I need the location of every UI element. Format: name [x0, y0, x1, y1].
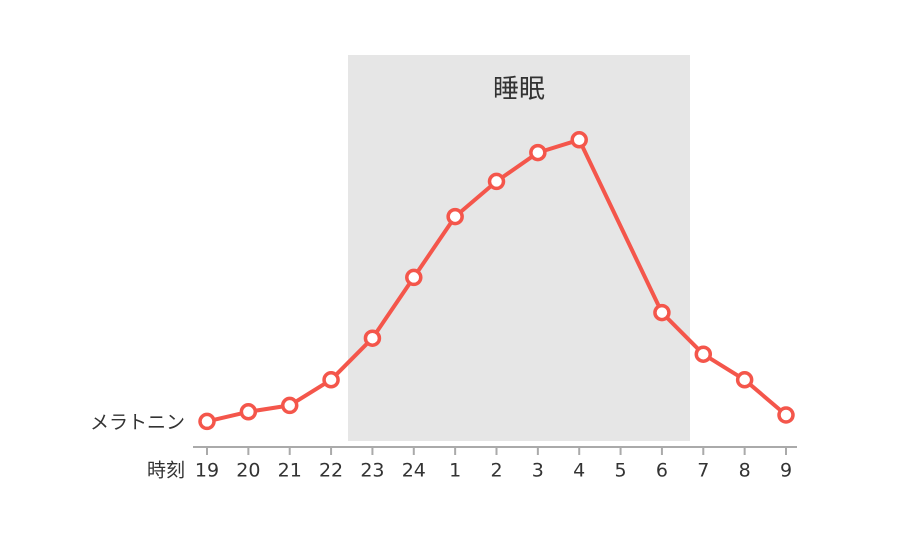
- x-tick-label: 23: [360, 460, 384, 482]
- point: [198, 412, 216, 431]
- x-tick-label: 6: [656, 460, 668, 482]
- x-tick-label: 24: [402, 460, 426, 482]
- x-tick-label: 7: [697, 460, 709, 482]
- x-tick-label: 22: [319, 460, 343, 482]
- y-axis-label: メラトニン: [90, 412, 185, 434]
- x-tick-label: 4: [573, 460, 585, 482]
- x-axis-label: 時刻: [147, 460, 185, 482]
- point: [735, 371, 754, 389]
- point: [777, 406, 795, 424]
- x-tick-label: 1: [449, 460, 461, 482]
- point: [322, 371, 340, 389]
- point: [653, 303, 671, 322]
- x-tick-label: 21: [278, 460, 302, 482]
- point: [363, 329, 382, 347]
- x-tick-label: 9: [780, 460, 792, 482]
- x-tick-label: 20: [236, 460, 260, 482]
- point: [446, 207, 464, 226]
- x-tick-label: 2: [490, 460, 502, 482]
- point: [239, 403, 258, 421]
- point: [529, 143, 547, 162]
- point: [694, 345, 713, 363]
- point: [487, 172, 506, 191]
- point: [405, 268, 423, 287]
- point: [280, 396, 299, 415]
- x-tick-label: 5: [615, 460, 627, 482]
- x-tick-label: 3: [532, 460, 544, 482]
- point: [570, 131, 588, 149]
- band-label: 睡眠: [493, 75, 545, 105]
- x-tick-label: 8: [739, 460, 751, 482]
- sleep-band: [348, 55, 690, 441]
- x-tick-label: 19: [195, 460, 219, 482]
